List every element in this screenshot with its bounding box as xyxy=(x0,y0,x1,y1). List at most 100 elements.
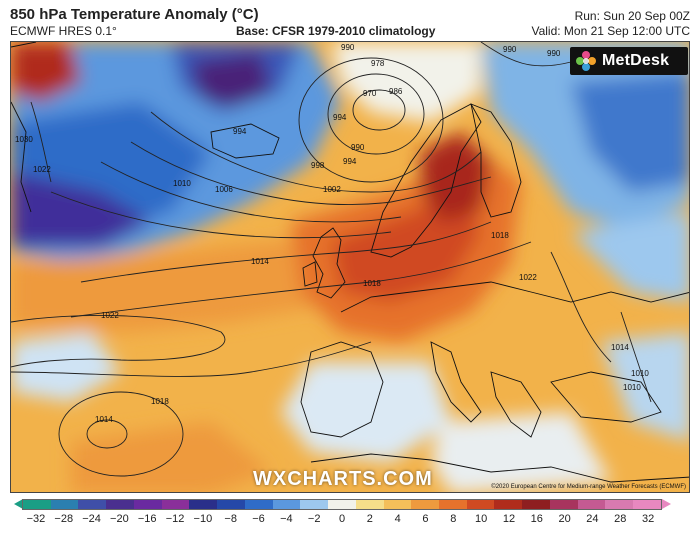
finland-coast xyxy=(470,103,522,218)
isobar-label: 986 xyxy=(389,87,403,96)
colorbar-segment xyxy=(133,500,162,509)
colorbar-segment xyxy=(189,500,218,509)
greenland-coast xyxy=(11,42,37,213)
map-canvas: 990 978 970 986 994 1030 1022 1010 1006 … xyxy=(11,42,689,492)
cold-core-russia xyxy=(571,72,689,192)
colorbar-tick-label: −2 xyxy=(307,513,321,525)
colorbar-gradient xyxy=(22,499,662,510)
cool-region-med xyxy=(431,412,611,492)
metdesk-flower-icon xyxy=(575,50,597,72)
colorbar-segment xyxy=(383,500,412,509)
colorbar-tick-label: −28 xyxy=(54,513,74,525)
colorbar-tick-label: −16 xyxy=(137,513,157,525)
colorbar-tick-label: −24 xyxy=(82,513,101,525)
isobar-label: 1010 xyxy=(623,383,641,392)
north-africa-coast xyxy=(310,453,689,483)
iberia-coast xyxy=(300,341,384,438)
colorbar-segment xyxy=(577,500,606,509)
colorbar-tick-label: −6 xyxy=(252,513,265,525)
isobars xyxy=(11,42,652,477)
isobar-1018 xyxy=(70,241,532,318)
isobar-label: 1010 xyxy=(173,179,191,188)
isobar-label: 1006 xyxy=(215,185,233,194)
colorbar-segment xyxy=(633,500,661,509)
isobar-label: 1022 xyxy=(33,165,51,174)
colorbar-tick-label: 10 xyxy=(475,513,488,525)
isobar-label: 990 xyxy=(503,45,517,54)
isobar-label: 1014 xyxy=(611,343,629,352)
isobar-1014-cell xyxy=(58,391,184,477)
extreme-hot-core-scandinavia xyxy=(421,132,491,222)
warm-band-atlantic xyxy=(11,232,341,332)
isobar-label: 990 xyxy=(341,43,355,52)
isobar-label: 994 xyxy=(333,113,347,122)
colorbar-tick-label: 2 xyxy=(366,513,373,525)
metdesk-logo: MetDesk xyxy=(570,47,688,75)
colorbar-segment xyxy=(411,500,440,509)
isobar-label: 994 xyxy=(233,127,247,136)
neutral-region-norwegian-sea xyxy=(331,42,481,122)
colorbar-segment xyxy=(23,500,51,509)
isobar-low-ring-1 xyxy=(327,73,425,155)
colorbar-tick-label: 0 xyxy=(338,513,346,525)
isobar-1030 xyxy=(30,101,52,183)
model-label: ECMWF HRES 0.1° xyxy=(10,24,117,38)
deep-cold-core xyxy=(191,52,271,107)
isobar-label: 970 xyxy=(363,89,377,98)
colorbar-segment xyxy=(272,500,301,509)
isobar-990 xyxy=(150,111,482,193)
isobar-label: 1030 xyxy=(15,135,33,144)
isobar-label: 1014 xyxy=(251,257,269,266)
colorbar-min-arrow xyxy=(14,499,23,509)
isobar-1022 xyxy=(11,314,226,368)
isobar-label: 978 xyxy=(371,59,385,68)
colorbar-tick-label: 28 xyxy=(614,513,627,525)
colorbar-tick-label: 24 xyxy=(586,513,599,525)
deep-cold-region-west xyxy=(11,172,151,247)
isobar-1014-cell-core xyxy=(86,419,128,449)
chart-title: 850 hPa Temperature Anomaly (°C) xyxy=(10,6,259,23)
italy-coast xyxy=(430,341,482,423)
british-isles-coast xyxy=(312,227,346,299)
isobar-label: 1002 xyxy=(323,185,341,194)
colorbar-tick-label: 4 xyxy=(394,513,401,525)
colorbar-segment xyxy=(522,500,550,509)
colorbar-segment xyxy=(605,500,634,509)
colorbar-segment xyxy=(300,500,329,509)
isobar-low-ring-2 xyxy=(298,57,444,183)
colorbar-segment xyxy=(78,500,107,509)
isobar-990-northeast xyxy=(480,42,572,67)
isobar-label: 990 xyxy=(351,143,365,152)
colorbar-segment xyxy=(161,500,190,509)
run-time-label: Run: Sun 20 Sep 00Z xyxy=(574,9,690,23)
metdesk-logo-text: MetDesk xyxy=(602,52,670,69)
colorbar: −32 −28 −24 −20 −16 −12 −10 −8 −6 −4 −2 0 2 4 6 8 10 12 16… xyxy=(14,497,686,533)
colorbar-tick-label: −12 xyxy=(165,513,185,525)
valid-time-label: Valid: Mon 21 Sep 12:00 UTC xyxy=(531,24,690,38)
colorbar-segment xyxy=(549,500,578,509)
colorbar-tick-label: 12 xyxy=(502,513,516,525)
base-climatology-label: Base: CFSR 1979-2010 climatology xyxy=(236,24,436,38)
warm-region-southwest xyxy=(71,422,271,492)
isobar-label: 990 xyxy=(547,49,561,58)
colorbar-tick-label: 16 xyxy=(530,513,543,525)
colorbar-tick-label: −32 xyxy=(26,513,46,525)
continental-coast xyxy=(340,281,689,313)
isobar-labels: 990 978 970 986 994 1030 1022 1010 1006 … xyxy=(15,43,649,424)
anomaly-field xyxy=(11,42,689,492)
colorbar-tick-label: 8 xyxy=(450,513,457,525)
wxcharts-watermark: WXCHARTS.COM xyxy=(253,468,433,490)
colorbar-segment xyxy=(494,500,523,509)
isobar-1018-south xyxy=(11,341,372,377)
ecmwf-credit: ©2020 European Centre for Medium-range W… xyxy=(491,484,686,490)
isobar-label: 1018 xyxy=(491,231,509,240)
colorbar-tick-label: −4 xyxy=(280,513,293,525)
colorbar-segment xyxy=(328,500,356,509)
isobar-1014 xyxy=(80,221,492,283)
isobar-label: 994 xyxy=(343,157,357,166)
iceland-coast xyxy=(210,123,280,159)
colorbar-tick-label: 6 xyxy=(422,513,429,525)
balkans-coast xyxy=(490,371,542,438)
colorbar-segment xyxy=(355,500,384,509)
colorbar-tick-label: 20 xyxy=(558,513,571,525)
